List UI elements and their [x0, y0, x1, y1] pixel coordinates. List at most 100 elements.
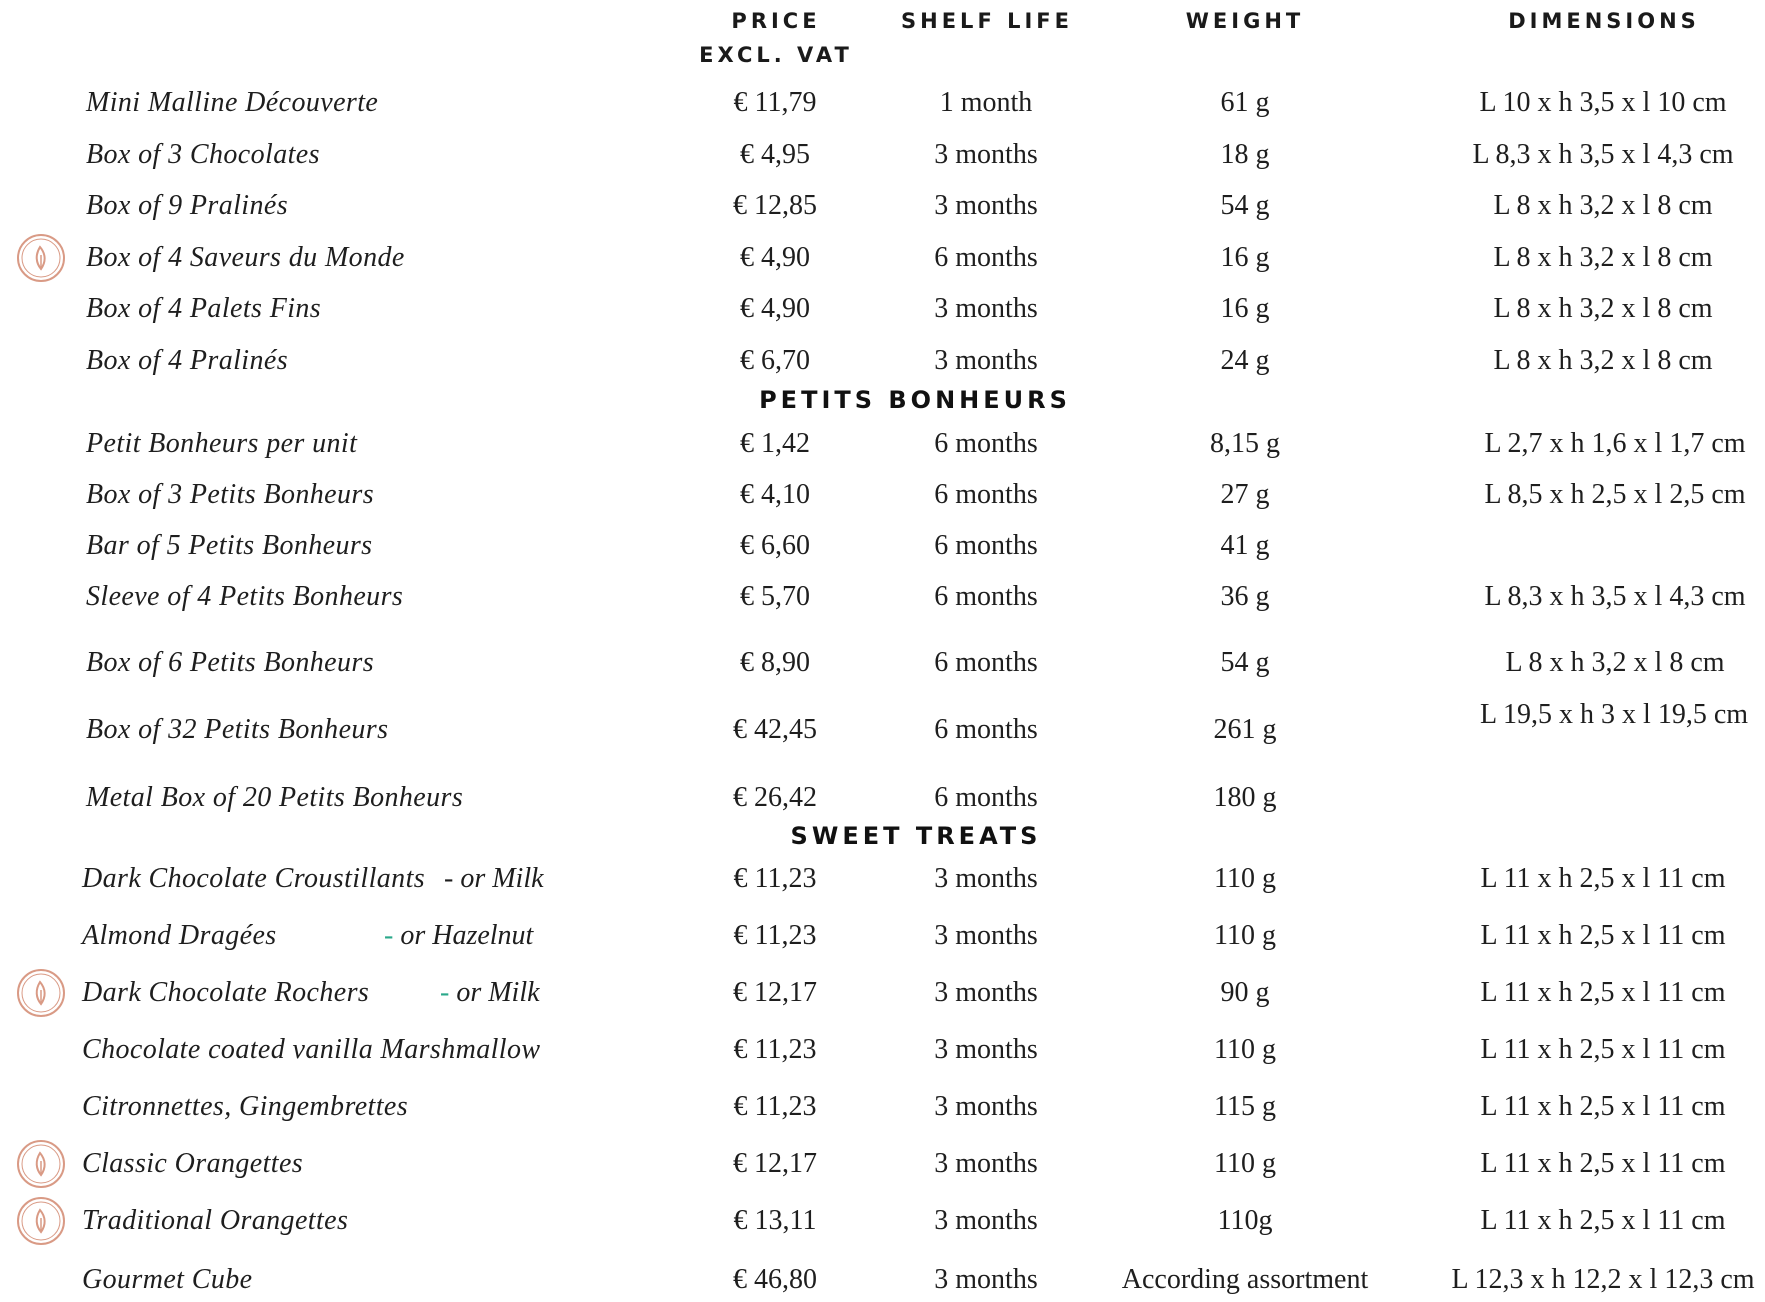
product-name: Citronnettes, Gingembrettes: [82, 1091, 409, 1122]
price-header-line2: EXCL. VAT: [699, 43, 853, 67]
product-row: Almond Dragées - or Hazelnut € 11,23 3 m…: [0, 914, 1765, 958]
product-name: Box of 3 Chocolates: [86, 139, 320, 170]
product-row: Chocolate coated vanilla Marshmallow € 1…: [0, 1028, 1765, 1072]
product-shelf-life: 1 month: [939, 87, 1033, 118]
product-row: Mini Malline Découverte € 11,79 1 month …: [0, 81, 1765, 125]
product-weight: 61 g: [1220, 87, 1270, 118]
product-price: € 4,90: [740, 293, 810, 324]
product-price: € 4,10: [740, 479, 810, 510]
product-price: € 26,42: [733, 782, 817, 813]
product-alternative: - or Milk: [440, 971, 540, 1015]
product-name: Almond Dragées: [82, 920, 277, 951]
product-shelf-life: 3 months: [934, 1205, 1038, 1236]
product-shelf-life: 3 months: [934, 1264, 1038, 1295]
product-price: € 11,23: [733, 863, 817, 894]
product-weight: 54 g: [1220, 190, 1270, 221]
product-row: Box of 4 Saveurs du Monde € 4,90 6 month…: [0, 234, 1765, 282]
alternative-dash: -: [384, 920, 401, 951]
product-name: Mini Malline Découverte: [86, 87, 379, 118]
product-price: € 12,17: [733, 1148, 817, 1179]
product-row: Box of 32 Petits Bonheurs € 42,45 6 mont…: [0, 699, 1765, 752]
product-shelf-life: 3 months: [934, 1091, 1038, 1122]
product-name: Box of 3 Petits Bonheurs: [86, 479, 375, 510]
product-weight: According assortment: [1121, 1264, 1369, 1295]
product-price: € 1,42: [740, 428, 810, 459]
product-shelf-life: 6 months: [934, 647, 1038, 678]
product-shelf-life: 3 months: [934, 190, 1038, 221]
product-price: € 11,23: [733, 1034, 817, 1065]
product-price: € 13,11: [733, 1205, 817, 1236]
alternative-dash: -: [440, 977, 457, 1008]
product-weight: 8,15 g: [1210, 428, 1280, 459]
product-price: € 12,17: [733, 977, 817, 1008]
product-price: € 12,85: [733, 190, 817, 221]
product-dimensions: L 19,5 x h 3 x l 19,5 cm: [1479, 699, 1749, 730]
product-price: € 46,80: [733, 1264, 817, 1295]
product-name: Box of 4 Pralinés: [86, 345, 288, 376]
product-shelf-life: 3 months: [934, 139, 1038, 170]
product-name: Dark Chocolate Rochers: [82, 977, 370, 1008]
product-alternative: - or Milk: [444, 857, 544, 901]
product-dimensions: L 11 x h 2,5 x l 11 cm: [1480, 1148, 1726, 1179]
product-dimensions: L 11 x h 2,5 x l 11 cm: [1480, 1091, 1726, 1122]
product-shelf-life: 6 months: [934, 242, 1038, 273]
product-name: Gourmet Cube: [82, 1264, 253, 1295]
shelf-life-header: SHELF LIFE: [901, 9, 1073, 33]
product-name: Box of 9 Pralinés: [86, 190, 288, 221]
product-weight: 110 g: [1214, 920, 1276, 951]
product-name: Box of 32 Petits Bonheurs: [86, 714, 389, 745]
product-row: Citronnettes, Gingembrettes € 11,23 3 mo…: [0, 1085, 1765, 1129]
product-price: € 8,90: [740, 647, 810, 678]
product-row: Box of 3 Petits Bonheurs € 4,10 6 months…: [0, 473, 1765, 517]
product-weight: 54 g: [1220, 647, 1270, 678]
product-shelf-life: 6 months: [934, 581, 1038, 612]
product-name: Petit Bonheurs per unit: [86, 428, 358, 459]
product-shelf-life: 3 months: [934, 345, 1038, 376]
product-price: € 6,60: [740, 530, 810, 561]
product-shelf-life: 3 months: [934, 920, 1038, 951]
product-price: € 4,95: [740, 139, 810, 170]
product-shelf-life: 6 months: [934, 782, 1038, 813]
product-dimensions: L 8 x h 3,2 x l 8 cm: [1505, 647, 1725, 678]
product-weight: 16 g: [1220, 293, 1270, 324]
product-weight: 18 g: [1220, 139, 1270, 170]
product-name: Chocolate coated vanilla Marshmallow: [82, 1034, 541, 1065]
product-weight: 180 g: [1213, 782, 1277, 813]
product-dimensions: L 11 x h 2,5 x l 11 cm: [1480, 977, 1726, 1008]
product-weight: 41 g: [1220, 530, 1270, 561]
product-weight: 115 g: [1214, 1091, 1276, 1122]
product-shelf-life: 3 months: [934, 977, 1038, 1008]
product-row: Dark Chocolate Rochers - or Milk € 12,17…: [0, 969, 1765, 1017]
product-price: € 4,90: [740, 242, 810, 273]
product-name: Metal Box of 20 Petits Bonheurs: [86, 782, 464, 813]
product-dimensions: L 8,3 x h 3,5 x l 4,3 cm: [1484, 581, 1746, 612]
alternative-label: or Milk: [456, 977, 540, 1008]
price-header-line1: PRICE: [731, 9, 821, 33]
product-price: € 11,79: [733, 87, 817, 118]
product-row: Bar of 5 Petits Bonheurs € 6,60 6 months…: [0, 524, 1765, 568]
product-row: Classic Orangettes € 12,17 3 months 110 …: [0, 1140, 1765, 1188]
product-weight: 90 g: [1220, 977, 1270, 1008]
section-title-petits-bonheurs: PETITS BONHEURS: [759, 386, 1071, 414]
section-title-sweet-treats: SWEET TREATS: [790, 822, 1042, 850]
product-dimensions: L 8 x h 3,2 x l 8 cm: [1493, 242, 1713, 273]
product-name: Box of 6 Petits Bonheurs: [86, 647, 375, 678]
alternative-dash: -: [444, 863, 461, 894]
product-row: Sleeve of 4 Petits Bonheurs € 5,70 6 mon…: [0, 575, 1765, 619]
product-shelf-life: 3 months: [934, 1148, 1038, 1179]
product-row: Box of 3 Chocolates € 4,95 3 months 18 g…: [0, 133, 1765, 177]
product-dimensions: L 8 x h 3,2 x l 8 cm: [1493, 345, 1713, 376]
product-dimensions: L 8,3 x h 3,5 x l 4,3 cm: [1472, 139, 1734, 170]
product-name: Box of 4 Saveurs du Monde: [86, 242, 405, 273]
product-shelf-life: 6 months: [934, 428, 1038, 459]
product-row: Dark Chocolate Croustillants - or Milk €…: [0, 857, 1765, 901]
product-dimensions: L 8,5 x h 2,5 x l 2,5 cm: [1484, 479, 1746, 510]
product-price: € 6,70: [740, 345, 810, 376]
product-shelf-life: 3 months: [934, 863, 1038, 894]
product-price: € 11,23: [733, 920, 817, 951]
product-price: € 11,23: [733, 1091, 817, 1122]
product-dimensions: L 11 x h 2,5 x l 11 cm: [1480, 1205, 1726, 1236]
alternative-label: or Hazelnut: [400, 920, 534, 951]
product-row: Box of 9 Pralinés € 12,85 3 months 54 g …: [0, 184, 1765, 228]
product-dimensions: L 2,7 x h 1,6 x l 1,7 cm: [1484, 428, 1746, 459]
